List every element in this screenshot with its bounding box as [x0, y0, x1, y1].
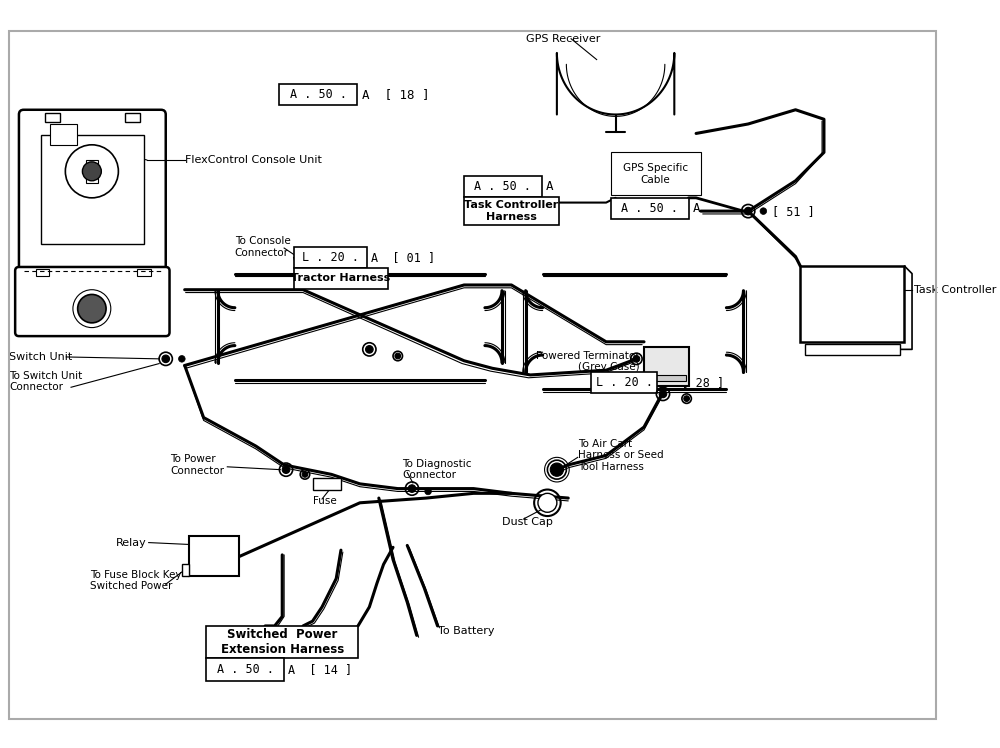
Bar [648, 375, 686, 381]
Circle shape [760, 208, 767, 215]
FancyBboxPatch shape [15, 267, 170, 336]
Bar [294, 268, 388, 289]
Bar [137, 269, 151, 275]
Circle shape [366, 346, 373, 353]
Text: Tractor Harness: Tractor Harness [291, 273, 391, 283]
Text: A . 50 .: A . 50 . [474, 180, 531, 193]
Bar [611, 153, 701, 195]
Bar [464, 176, 542, 197]
Bar [86, 160, 98, 183]
Bar [189, 536, 239, 576]
Bar [313, 478, 341, 489]
Circle shape [659, 390, 667, 398]
Text: GPS Receiver: GPS Receiver [526, 34, 600, 43]
Bar [591, 372, 657, 393]
Text: GPS Specific
Cable: GPS Specific Cable [623, 163, 688, 185]
Bar [611, 197, 689, 218]
Bar [644, 346, 689, 386]
Text: To Switch Unit
Connector: To Switch Unit Connector [9, 371, 83, 393]
Bar [294, 247, 367, 268]
Bar [464, 197, 559, 225]
Text: A . 50 .: A . 50 . [621, 202, 678, 215]
Text: To Power
Connector: To Power Connector [170, 454, 224, 476]
Circle shape [179, 355, 185, 362]
Bar [36, 269, 49, 275]
Circle shape [302, 471, 308, 477]
Text: To Fuse Block Key
Switched Power: To Fuse Block Key Switched Power [90, 570, 181, 591]
Circle shape [425, 488, 431, 494]
Circle shape [395, 353, 401, 359]
Text: Switched  Power
Extension Harness: Switched Power Extension Harness [221, 628, 344, 656]
Circle shape [162, 355, 170, 363]
Text: A: A [546, 180, 553, 193]
Text: A  [ 01 ]: A [ 01 ] [371, 251, 435, 264]
Text: To Console
Connector: To Console Connector [235, 236, 291, 258]
Circle shape [408, 485, 416, 492]
Circle shape [78, 295, 106, 323]
Text: To Diagnostic
Connector: To Diagnostic Connector [403, 459, 472, 480]
Bar [50, 124, 77, 145]
Bar [279, 85, 357, 105]
Text: A . 50 .: A . 50 . [290, 88, 347, 101]
Text: To Air Cart
Harness or Seed
Tool Harness: To Air Cart Harness or Seed Tool Harness [578, 439, 663, 472]
Text: Task Controller
Harness: Task Controller Harness [464, 200, 559, 222]
Bar [206, 658, 284, 681]
Circle shape [550, 463, 564, 476]
Text: A: A [693, 202, 701, 215]
Bar [41, 135, 144, 245]
Bar [800, 266, 904, 342]
Circle shape [82, 162, 101, 181]
Text: Task Controller: Task Controller [914, 285, 996, 295]
Circle shape [744, 207, 752, 215]
Circle shape [684, 396, 689, 402]
Text: Dust Cap: Dust Cap [502, 517, 553, 527]
Bar [125, 113, 140, 122]
Circle shape [633, 355, 640, 362]
Circle shape [538, 494, 557, 512]
Text: Fuse: Fuse [313, 496, 336, 506]
FancyBboxPatch shape [19, 110, 166, 275]
Bar [805, 343, 900, 355]
Text: [ 51 ]: [ 51 ] [772, 205, 815, 218]
Text: A  [ 14 ]: A [ 14 ] [288, 663, 352, 676]
Circle shape [65, 145, 118, 197]
Text: L . 20 .: L . 20 . [596, 376, 653, 389]
Text: FlexControl Console Unit: FlexControl Console Unit [185, 155, 322, 165]
Text: L . 20 .: L . 20 . [302, 251, 359, 264]
Text: A  [ 28 ]: A [ 28 ] [660, 376, 724, 389]
Text: To Battery: To Battery [438, 625, 494, 636]
Text: Powered Terminator
(Grey Case): Powered Terminator (Grey Case) [536, 351, 639, 373]
Text: [ 49 ]: [ 49 ] [617, 178, 658, 188]
Bar [45, 113, 60, 122]
Bar [182, 564, 189, 576]
Text: A . 50 .: A . 50 . [217, 663, 274, 676]
Text: Switch Unit: Switch Unit [9, 352, 73, 362]
Circle shape [282, 466, 290, 473]
Text: A  [ 18 ]: A [ 18 ] [362, 88, 429, 101]
Text: Relay: Relay [116, 538, 147, 548]
Bar [206, 626, 358, 658]
